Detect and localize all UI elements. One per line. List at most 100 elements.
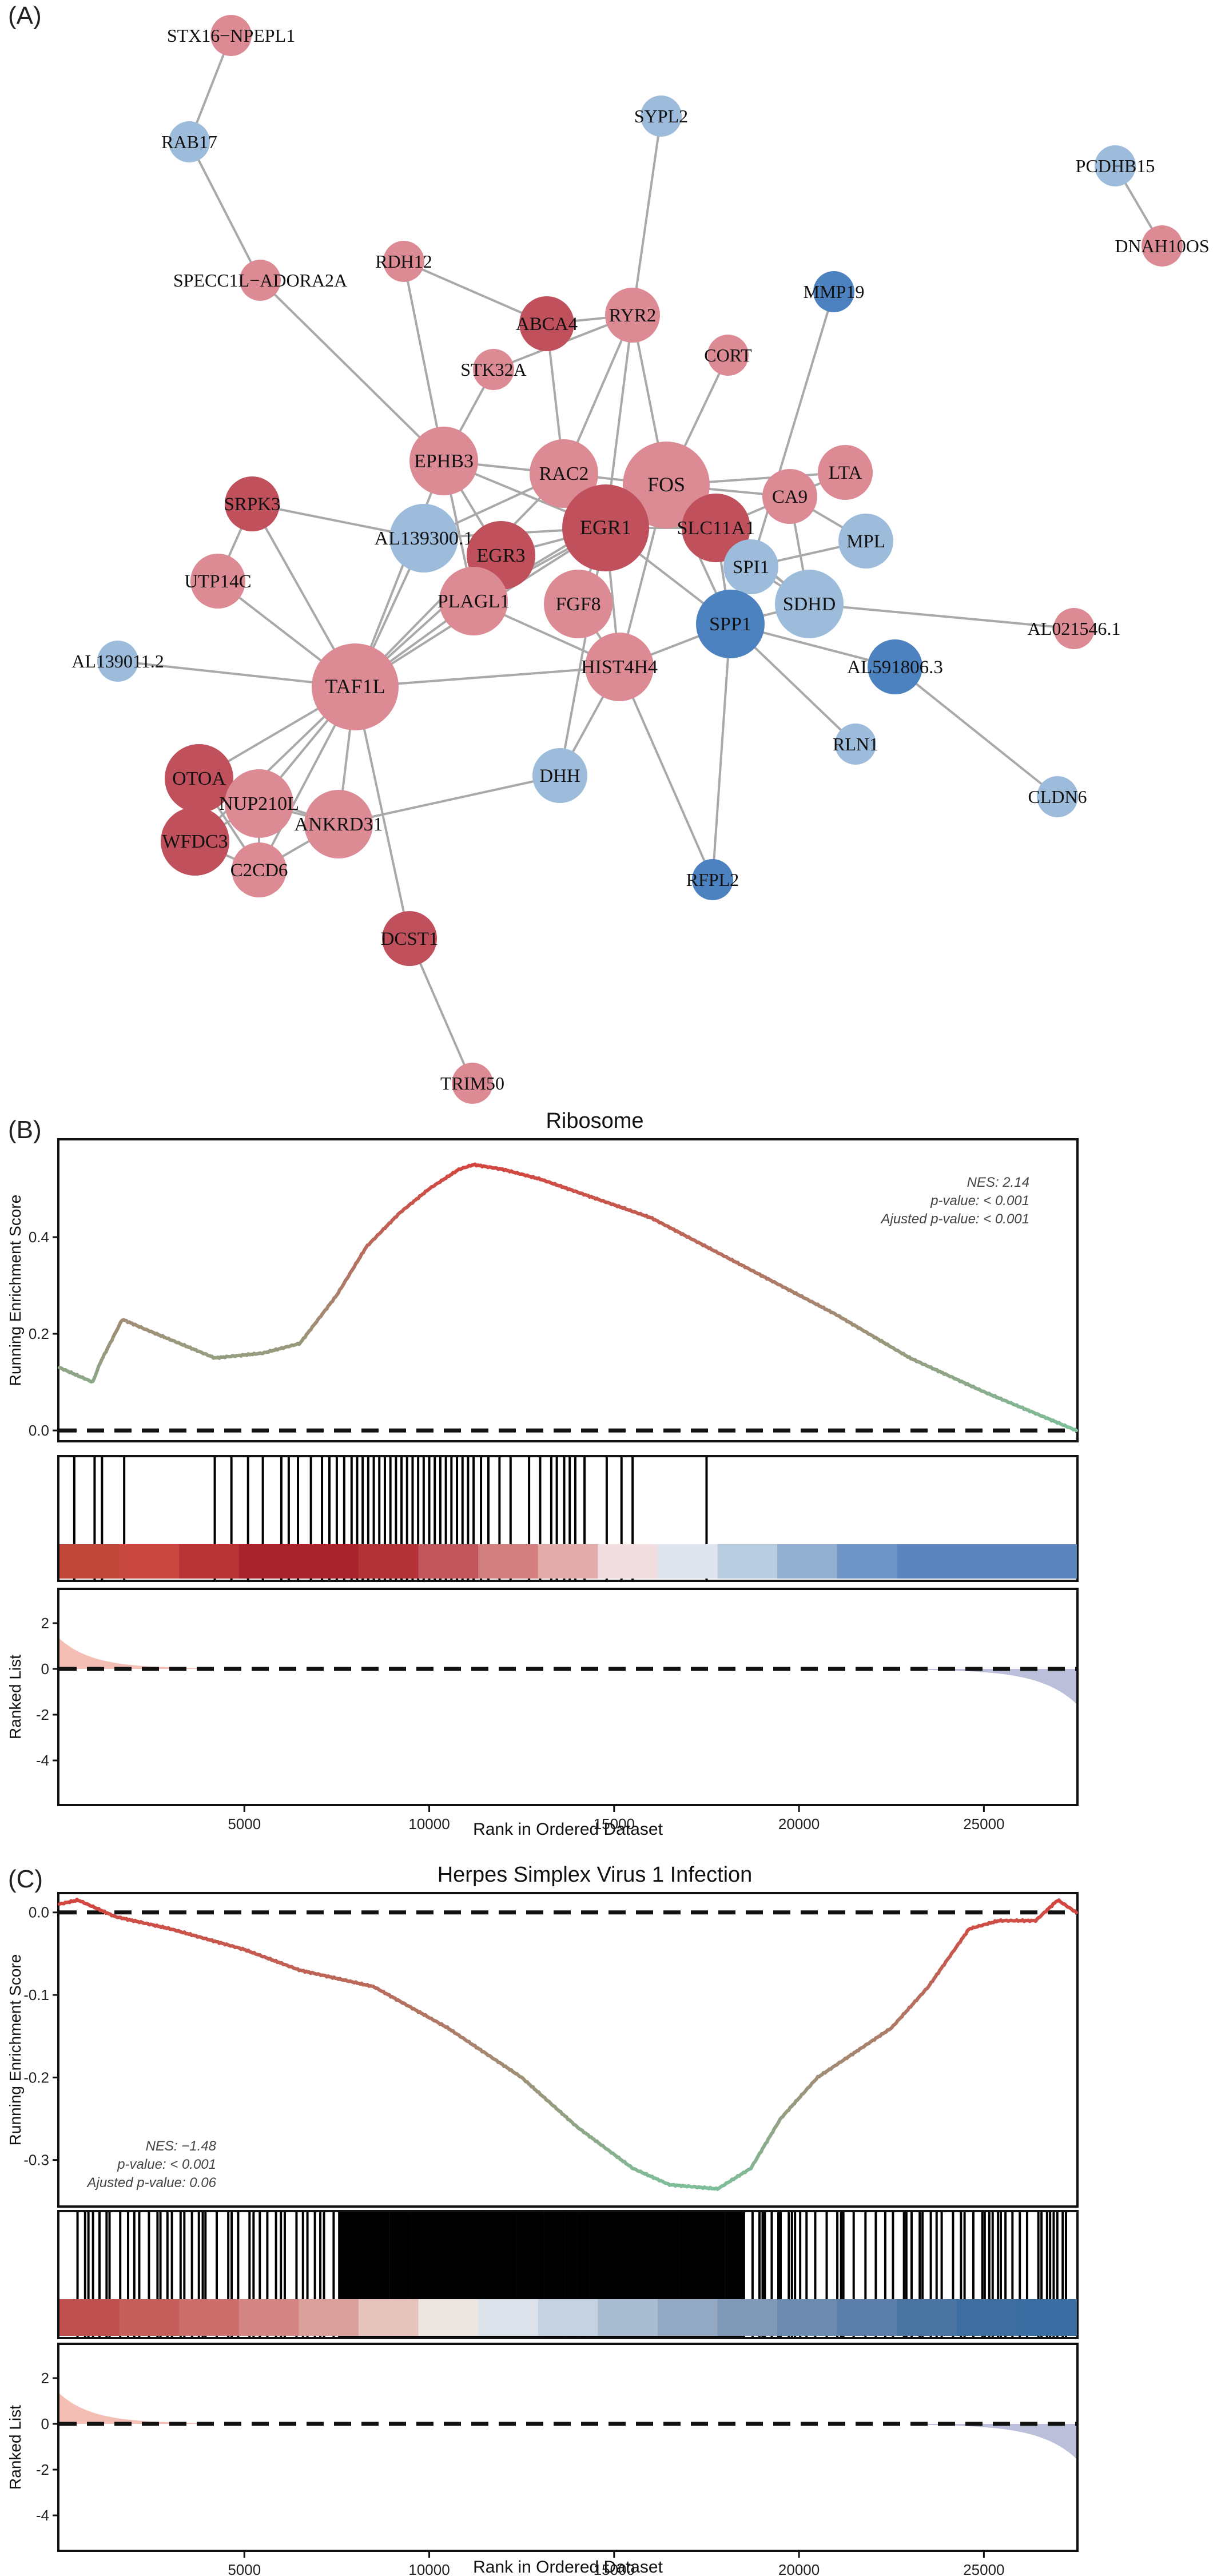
node-circle: [530, 439, 598, 508]
node-circle: [762, 469, 817, 524]
node-ephb3: EPHB3: [409, 427, 478, 495]
node-circle: [544, 570, 613, 638]
network-nodes: STX16−NPEPL1 RAB17 SPECC1L−ADORA2A SYPL2 PCD…: [71, 15, 1210, 1104]
node-circle: [835, 723, 876, 765]
node-circle: [225, 476, 280, 531]
node-circle: [389, 504, 458, 573]
node-cort: CORT: [704, 335, 752, 376]
node-label: RFPL2: [686, 869, 739, 890]
y-tick-label: 0.2: [29, 1325, 49, 1342]
edge-mmp19-spi1: [750, 291, 835, 567]
node-stk32a: STK32A: [460, 349, 527, 390]
node-circle: [696, 590, 765, 658]
node-al021546-1: AL021546.1: [1028, 608, 1121, 649]
strip-cell: [478, 1544, 539, 1579]
es-panel-frame: [57, 1138, 1079, 1442]
node-mpl: MPL: [838, 514, 893, 569]
ranked-list-positive: [59, 1639, 208, 1669]
node-lta: LTA: [818, 445, 873, 500]
rank-panel: 2 0 -2 -4 5000 10000 15000 20000 25000: [36, 2370, 1076, 2576]
node-sdhd: SDHD: [775, 570, 844, 638]
node-rac2: RAC2: [530, 439, 598, 508]
pvalue-label: p-value: < 0.001: [117, 2157, 216, 2172]
x-tick-label: 20000: [778, 1815, 820, 1832]
strip-cell: [478, 2299, 539, 2336]
node-al591806-3: AL591806.3: [847, 639, 943, 694]
rank-color-strip: [59, 1544, 1077, 1579]
node-circle: [97, 641, 138, 682]
node-label: SPECC1L−ADORA2A: [173, 270, 347, 291]
node-circle: [304, 790, 373, 858]
edge-hist4h4-taf1l: [355, 666, 620, 688]
strip-cell: [657, 1544, 718, 1579]
chart-title: Ribosome: [546, 1109, 643, 1133]
node-srpk3: SRPK3: [224, 476, 281, 531]
es-curve-segment: [1073, 1428, 1078, 1433]
node-label: C2CD6: [230, 860, 288, 881]
edge-specc1l-adora2a-ephb3: [259, 279, 445, 462]
rank-ylabel: Ranked List: [6, 1655, 24, 1739]
node-circle: [225, 769, 293, 838]
node-label: DCST1: [381, 929, 439, 949]
node-label: RAC2: [539, 463, 589, 484]
node-circle: [312, 643, 399, 730]
node-label: OTOA: [172, 768, 226, 789]
node-plagl1: PLAGL1: [438, 567, 510, 635]
node-dnah10os: DNAH10OS: [1115, 225, 1210, 267]
node-utp14c: UTP14C: [184, 554, 252, 609]
rank-y-tick-label: -4: [36, 1752, 49, 1769]
y-tick-label: 0.0: [29, 1422, 49, 1439]
node-rln1: RLN1: [833, 723, 878, 765]
es-ylabel: Running Enrichment Score: [6, 1195, 24, 1386]
node-circle: [232, 842, 287, 897]
panel-label-c: (C): [8, 1865, 43, 1893]
node-label: CORT: [704, 345, 752, 365]
y-tick-label: 0.0: [29, 1904, 49, 1921]
node-circle: [1095, 145, 1136, 186]
node-circle: [210, 15, 252, 56]
y-tick-label: 0.4: [29, 1229, 49, 1246]
node-specc1l-adora2a: SPECC1L−ADORA2A: [173, 260, 347, 301]
node-label: RAB17: [161, 132, 217, 152]
node-circle: [562, 484, 649, 571]
node-circle: [190, 554, 245, 609]
node-label: RYR2: [609, 305, 657, 326]
node-label: UTP14C: [184, 571, 251, 592]
node-wfdc3: WFDC3: [161, 807, 229, 876]
node-label: AL021546.1: [1028, 618, 1121, 639]
node-circle: [682, 494, 750, 562]
node-circle: [169, 121, 210, 162]
strip-cell: [1016, 2299, 1077, 2336]
strip-cell: [119, 2299, 180, 2336]
strip-cell: [59, 1544, 120, 1579]
strip-cell: [956, 2299, 1017, 2336]
node-stx16-npepl1: STX16−NPEPL1: [167, 15, 295, 56]
rank-y-tick-label: 0: [41, 2415, 49, 2432]
node-spi1: SPI1: [723, 539, 778, 594]
hits-panel: [59, 2212, 1077, 2337]
node-label: ABCA4: [516, 314, 578, 335]
rank-panel-frame: [57, 1588, 1079, 1806]
edge-sypl2-ryr2: [631, 116, 662, 316]
node-fos: FOS: [623, 442, 710, 528]
node-mmp19: MMP19: [804, 271, 865, 312]
node-label: MMP19: [804, 281, 865, 302]
node-trim50: TRIM50: [440, 1063, 504, 1104]
strip-cell: [358, 2299, 419, 2336]
y-tick-label: -0.2: [23, 2069, 49, 2086]
node-ca9: CA9: [762, 469, 817, 524]
strip-cell: [777, 1544, 838, 1579]
strip-cell: [418, 2299, 479, 2336]
strip-cell: [897, 2299, 957, 2336]
node-circle: [1037, 776, 1078, 817]
node-label: RLN1: [833, 734, 878, 754]
node-sypl2: SYPL2: [634, 96, 688, 137]
node-circle: [605, 288, 660, 343]
node-label: EGR3: [477, 545, 526, 566]
rank-ylabel: Ranked List: [6, 2405, 24, 2490]
strip-cell: [837, 2299, 898, 2336]
es-curve: [58, 1898, 1078, 2191]
node-fgf8: FGF8: [544, 570, 613, 638]
strip-cell: [538, 1544, 599, 1579]
